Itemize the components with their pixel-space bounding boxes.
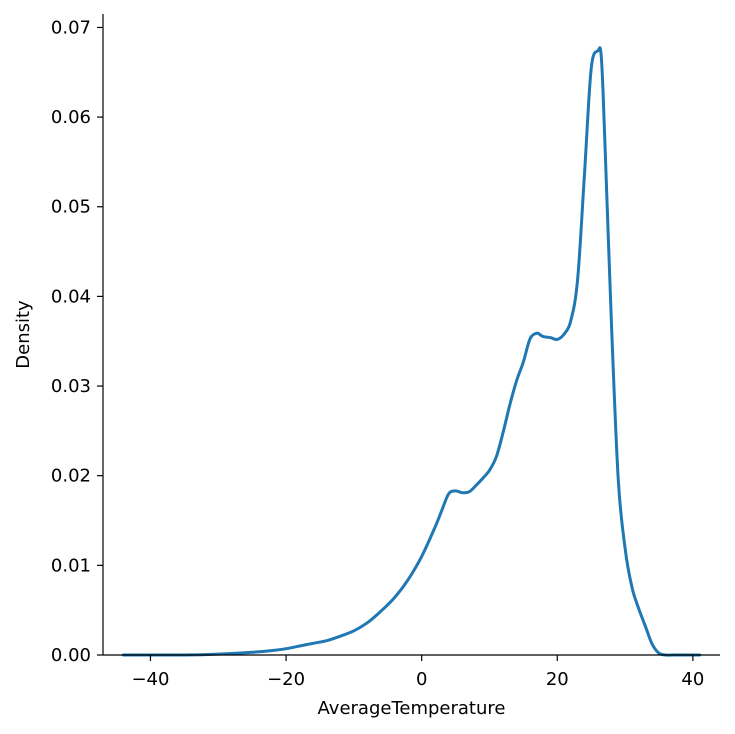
x-tick-label: 0 (416, 669, 427, 690)
y-tick-label: 0.05 (51, 197, 91, 218)
plot-area (121, 46, 702, 657)
y-axis-title: Density (13, 300, 34, 369)
y-tick-label: 0.07 (51, 17, 91, 38)
y-axis-ticks: 0.00 0.01 0.02 0.03 0.04 0.05 0.06 0.07 (51, 17, 103, 666)
x-tick-label: −20 (267, 669, 305, 690)
y-tick-label: 0.03 (51, 376, 91, 397)
x-tick-label: 40 (681, 669, 704, 690)
y-tick-label: 0.06 (51, 107, 91, 128)
y-tick-label: 0.00 (51, 645, 91, 666)
y-tick-label: 0.01 (51, 555, 91, 576)
x-tick-label: −40 (131, 669, 169, 690)
y-tick-label: 0.02 (51, 466, 91, 487)
x-axis-ticks: −40 −20 0 20 40 (131, 655, 704, 690)
x-tick-label: 20 (546, 669, 569, 690)
x-axis-title: AverageTemperature (318, 698, 506, 719)
y-tick-label: 0.04 (51, 286, 91, 307)
density-curve (121, 46, 702, 657)
